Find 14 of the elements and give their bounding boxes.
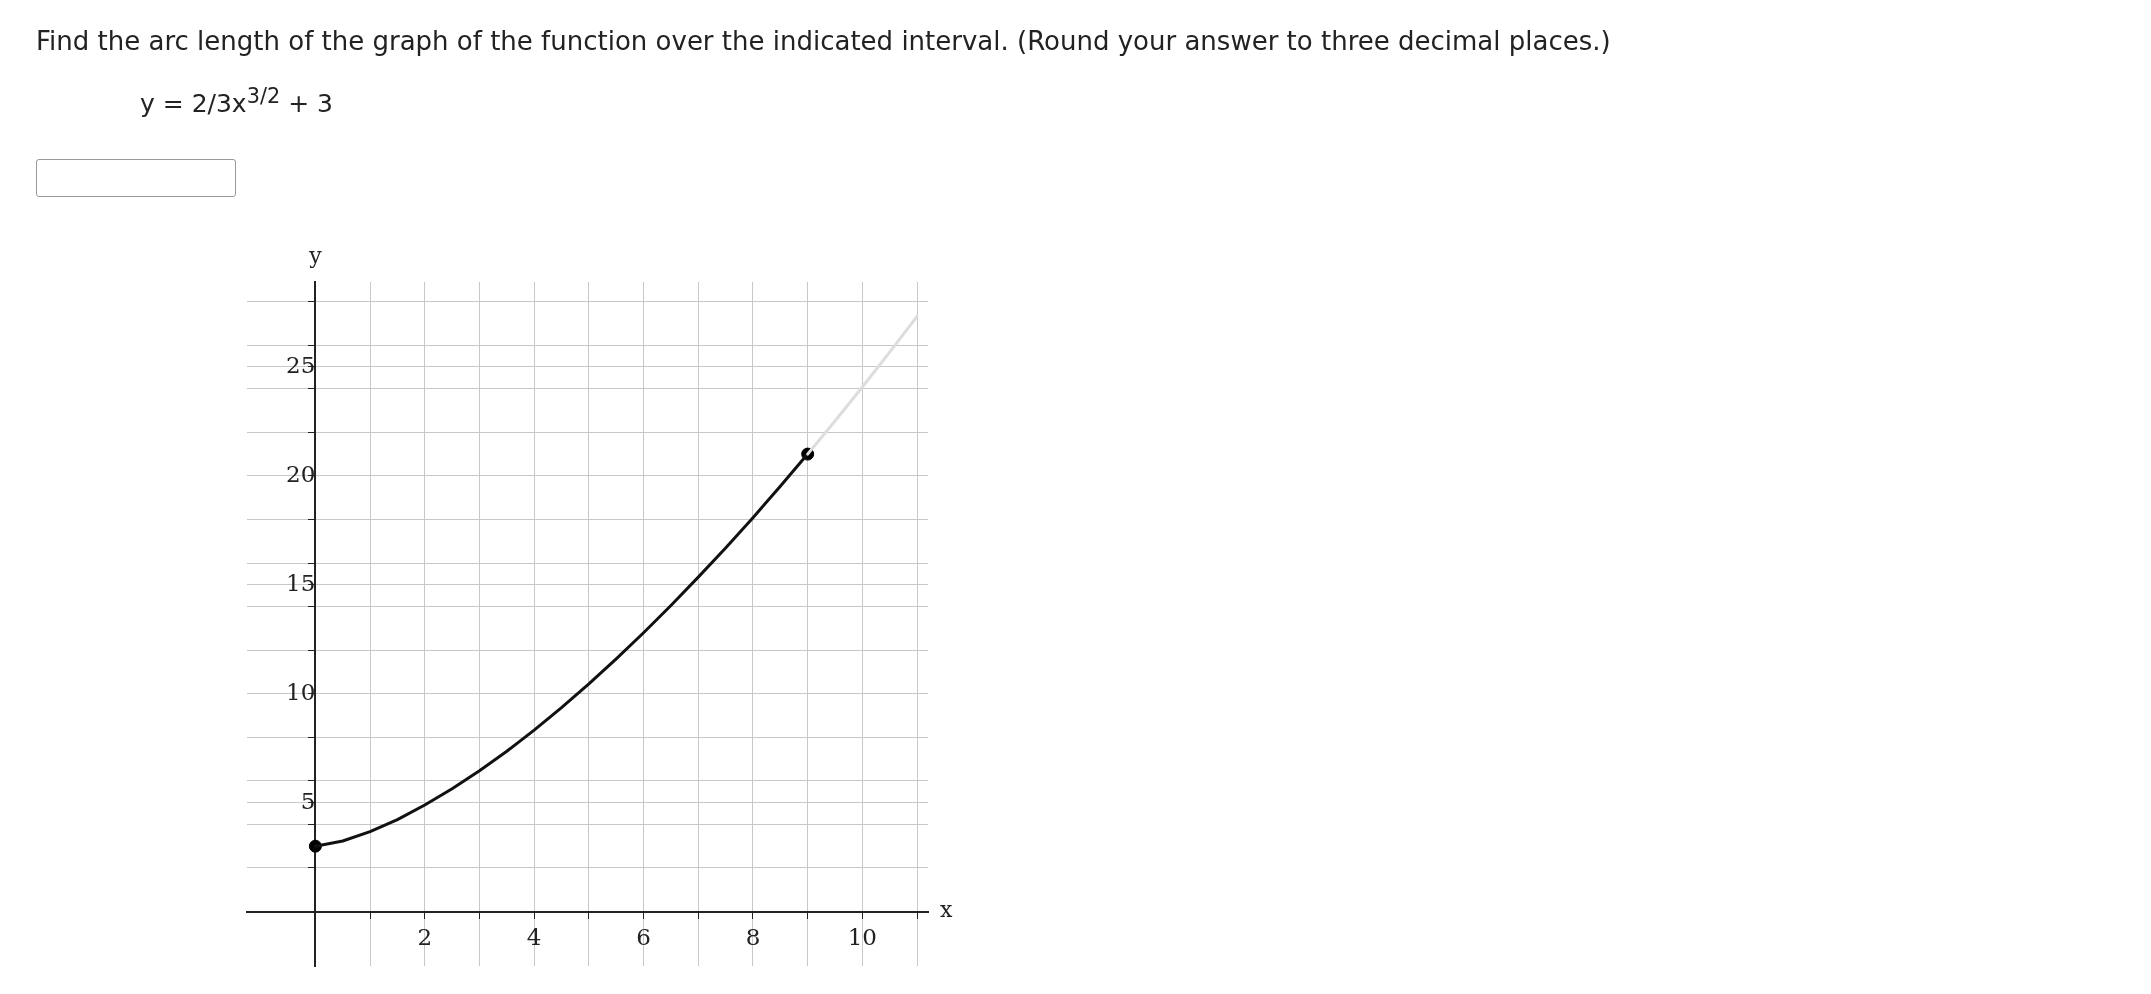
chart-title: Find the arc length of the graph of the function over the indicated interval. (Round your answer to three decimal places.) <box>36 26 1611 56</box>
y-tick-label: 15 <box>286 569 316 596</box>
y-tick-label: 10 <box>286 678 316 705</box>
y-tick-label: 25 <box>286 351 316 378</box>
x-tick-label: 8 <box>745 924 761 951</box>
y-axis-title: y <box>308 242 323 268</box>
x-tick-label: 6 <box>636 924 651 951</box>
x-tick-label: 2 <box>417 924 433 951</box>
x-axis-title: x <box>940 897 953 923</box>
y-tick-label: 5 <box>300 787 316 814</box>
x-tick-label: 10 <box>847 924 877 951</box>
chart-subtitle: y = 2/3x$^{3/2}$ + 3 <box>140 84 333 119</box>
y-tick-label: 20 <box>286 460 316 487</box>
x-tick-label: 4 <box>526 924 542 951</box>
